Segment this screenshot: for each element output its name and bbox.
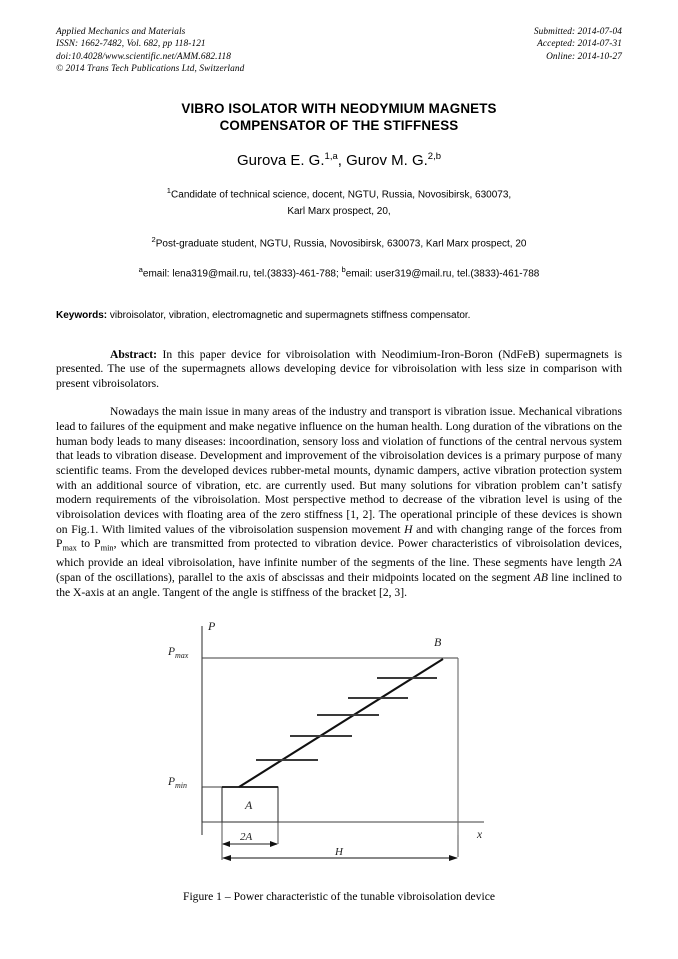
point-label-a: A — [244, 798, 253, 812]
dim-2a-arrowhead-right — [270, 841, 278, 848]
abstract-label: Abstract: — [110, 347, 158, 361]
contact-a-marker: a — [138, 265, 143, 275]
point-label-b: B — [434, 635, 442, 649]
symbol-ab: AB — [533, 570, 548, 584]
contact-a-email: email: lena319@mail.ru, tel.(3833)-461-7… — [142, 268, 342, 280]
author-separator: , — [337, 151, 347, 169]
author-2-affil-marker: 2,b — [427, 150, 441, 162]
affiliation-2-marker: 2 — [151, 234, 156, 244]
figure-caption: Figure 1 – Power characteristic of the t… — [183, 890, 495, 904]
figure-1-svg: P x Pmax Pmin A B 2A H — [167, 619, 484, 862]
running-head-right: Submitted: 2014-07-04 Accepted: 2014-07-… — [534, 26, 622, 63]
running-head-left: Applied Mechanics and Materials ISSN: 16… — [56, 26, 244, 76]
author-1-affil-marker: 1,a — [324, 150, 338, 162]
keywords-label: Keywords: — [56, 309, 108, 321]
subscript-min: min — [100, 543, 114, 553]
running-head: Applied Mechanics and Materials ISSN: 16… — [56, 26, 622, 76]
issn-line: ISSN: 1662-7482, Vol. 682, pp 118-121 — [56, 39, 206, 50]
author-2-name: Gurov M. G. — [346, 151, 428, 169]
ab-inclined-line — [238, 658, 444, 789]
dim-2a-arrowhead-left — [222, 841, 230, 848]
body-text-f: line inclined to the X-axis at an angle.… — [56, 570, 622, 599]
body-text-d: , which are transmitted from protected t… — [56, 537, 622, 570]
copyright-line: © 2014 Trans Tech Publications Ltd, Swit… — [56, 64, 245, 75]
accepted-date: Accepted: 2014-07-31 — [537, 39, 622, 50]
contact-b-email: email: user319@mail.ru, tel.(3833)-461-7… — [345, 268, 540, 280]
contact-b-marker: b — [341, 265, 346, 275]
title-line-2: COMPENSATOR OF THE STIFFNESS — [219, 118, 459, 134]
affiliation-1-text: Candidate of technical science, docent, … — [171, 188, 512, 200]
affiliation-1-cont: Karl Marx prospect, 20, — [56, 205, 622, 219]
abstract-text: In this paper device for vibroisolation … — [56, 347, 622, 390]
symbol-h: H — [404, 522, 413, 536]
axis-label-p: P — [207, 619, 216, 633]
page-title: VIBRO ISOLATOR WITH NEODYMIUM MAGNETS CO… — [56, 100, 622, 135]
submitted-date: Submitted: 2014-07-04 — [533, 27, 622, 37]
symbol-2a: 2A — [609, 556, 622, 570]
contact-line: aemail: lena319@mail.ru, tel.(3833)-461-… — [56, 263, 622, 281]
affiliation-2: 2Post-graduate student, NGTU, Russia, No… — [56, 233, 622, 251]
axis-label-x: x — [476, 829, 483, 841]
subscript-max: max — [62, 543, 77, 553]
abstract-section: Abstract: In this paper device for vibro… — [56, 348, 622, 392]
body-text-a: Nowadays the main issue in many areas of… — [56, 405, 622, 536]
dim-label-h: H — [334, 846, 344, 858]
affiliation-2-text: Post-graduate student, NGTU, Russia, Nov… — [155, 238, 527, 250]
author-list: Gurova E. G.1,a, Gurov M. G.2,b — [56, 147, 622, 170]
body-text-e: (span of the oscillations), parallel to … — [56, 570, 534, 584]
tick-label-pmax: Pmax — [167, 646, 189, 660]
author-1-name: Gurova E. G. — [236, 151, 325, 169]
affiliation-1-cont-text: Karl Marx prospect, 20, — [287, 205, 391, 217]
figure-1: P x Pmax Pmin A B 2A H — [56, 610, 622, 882]
keywords-text: vibroisolator, vibration, electromagneti… — [107, 309, 471, 321]
body-paragraph-1: Nowadays the main issue in many areas of… — [56, 405, 622, 600]
body-text-c: to P — [76, 537, 101, 551]
tick-label-pmin: Pmin — [167, 776, 187, 790]
dim-label-2a: 2A — [240, 831, 253, 843]
affiliation-1-marker: 1 — [166, 185, 172, 195]
online-date: Online: 2014-10-27 — [546, 51, 622, 62]
doi-line: doi:10.4028/www.scientific.net/AMM.682.1… — [56, 51, 232, 62]
dim-h-arrowhead-left — [222, 855, 231, 862]
affiliation-1: 1Candidate of technical science, docent,… — [56, 184, 622, 202]
journal-name: Applied Mechanics and Materials — [56, 27, 186, 37]
keywords-section: Keywords: vibroisolator, vibration, elec… — [56, 309, 622, 323]
body-text-b: and with changing range of the forces fr… — [56, 522, 622, 551]
title-line-1: VIBRO ISOLATOR WITH NEODYMIUM MAGNETS — [181, 100, 497, 116]
dim-h-arrowhead-right — [449, 855, 458, 862]
